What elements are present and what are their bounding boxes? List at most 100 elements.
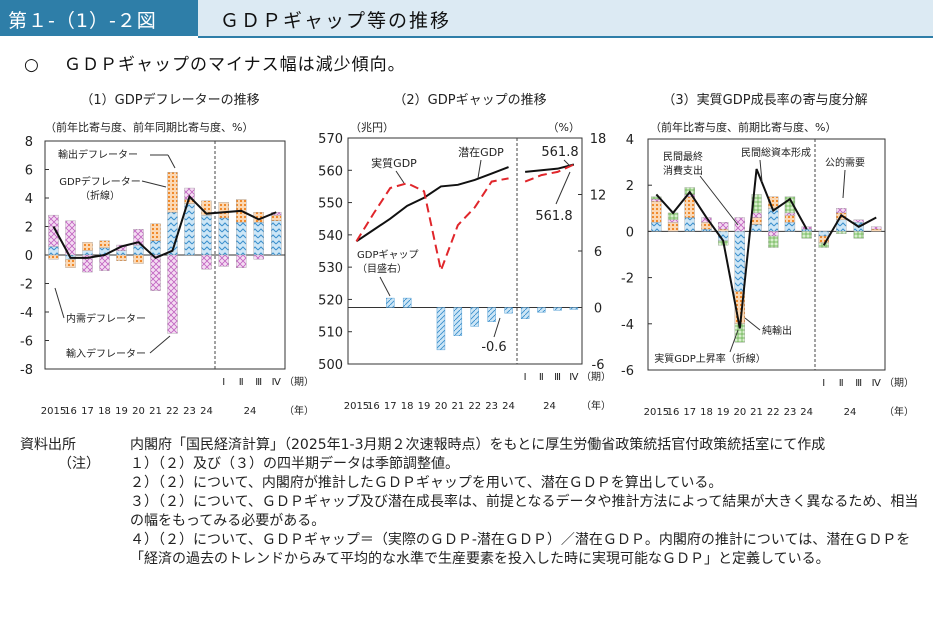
y-tick-label-left: 530	[318, 261, 343, 276]
note-item: ２）（２）について、内閣府が推計したＧＤＰギャップを用いて、潜在ＧＤＰを算出して…	[130, 475, 723, 491]
annotation-label: 民間最終	[663, 150, 703, 163]
x-tick-label: 20	[435, 401, 448, 412]
bar-segment	[818, 231, 829, 237]
y-tick-label-right: 12	[590, 189, 607, 204]
chart-title: （3）実質GDP成長率の寄与度分解	[662, 92, 867, 108]
real-gdp-growth-line	[655, 168, 808, 329]
annotation-label: 民間総資本形成	[741, 146, 811, 159]
y-axis-label: （前年比寄与度、前年同期比寄与度、%）	[45, 120, 253, 134]
chart-title: （2）GDPギャップの推移	[393, 93, 546, 108]
bar-segment	[801, 228, 812, 232]
gdp-gap-bar	[537, 307, 546, 313]
x-tick-label: 21	[451, 401, 464, 412]
plot-frame	[347, 137, 583, 365]
x-tick-label: 16	[64, 406, 77, 417]
period-label: （期）	[284, 376, 314, 388]
x-tick-label: Ⅲ	[255, 377, 262, 388]
y-tick-label-left: 550	[318, 197, 343, 212]
bar-segment	[167, 172, 178, 213]
bar-segment	[718, 222, 729, 230]
title-bar: 第１-（1）-２図 ＧＤＰギャップ等の推移	[0, 0, 933, 38]
bar-segment	[667, 219, 679, 223]
chart-title: （1）GDPデフレーターの推移	[80, 92, 259, 108]
annotation-label: GDPデフレーター	[59, 175, 140, 188]
bar-segment	[784, 222, 796, 232]
y-tick-label-right: 0	[594, 302, 602, 317]
notes-label: （注）	[58, 456, 100, 472]
bar-segment	[718, 228, 729, 232]
bar-segment	[167, 254, 178, 334]
y-tick-label: 6	[25, 164, 33, 179]
quarter-group-label: 24	[844, 407, 857, 418]
x-tick-label: Ⅲ	[855, 378, 862, 389]
bar-segment	[48, 254, 59, 260]
annotation-label: 内需デフレーター	[66, 312, 146, 325]
x-tick-label: 18	[401, 401, 414, 412]
y-tick-label-right: -6	[592, 358, 605, 373]
annotation-leader	[744, 317, 761, 331]
bar-segment	[116, 254, 127, 261]
x-tick-label: 18	[98, 406, 111, 417]
x-tick-label: 23	[485, 401, 498, 412]
y-tick-label: -6	[20, 335, 33, 350]
bar-segment	[82, 242, 93, 251]
annotation-leader	[563, 159, 571, 167]
bar-segment	[751, 217, 762, 225]
y-tick-label: -2	[20, 278, 33, 293]
figure-number: 第１-（1）-２図	[8, 10, 157, 32]
bar-segment	[651, 201, 662, 223]
x-tick-label: 21	[149, 406, 162, 417]
annotation-label: 消費支出	[663, 164, 703, 177]
y-tick-label: -4	[621, 318, 634, 333]
annotation-label: 輸出デフレーター	[58, 148, 138, 161]
annotation-label: 輸入デフレーター	[66, 347, 146, 360]
bar-segment	[48, 214, 59, 247]
note-item: １）（２）及び（３）の四半期データは季節調整値。	[130, 456, 459, 472]
gdp-gap-bar	[569, 307, 579, 310]
x-tick-label: Ⅳ	[272, 377, 282, 388]
x-tick-label: Ⅲ	[554, 372, 561, 383]
y-axis-label: （前年比寄与度、前期比寄与度、%）	[650, 120, 836, 134]
y-tick-label: 8	[25, 135, 33, 150]
note-item: ４）（２）について、ＧＤＰギャップ＝（実際のＧＤＰ-潜在ＧＤＰ）／潜在ＧＤＰ。内…	[130, 532, 911, 567]
gdp-gap-bar	[487, 307, 496, 322]
annotation-leader	[167, 154, 176, 169]
annotation-label: 公的需要	[825, 156, 865, 169]
annotation-label: 純輸出	[762, 324, 792, 337]
gdp-gap-bar	[386, 297, 395, 308]
source-label: 資料出所	[20, 437, 76, 453]
year-label: （年）	[284, 404, 314, 417]
x-tick-label: 2015	[644, 407, 669, 418]
bar-segment	[253, 222, 264, 256]
quarter-group-label: 24	[543, 401, 556, 412]
bar-segment	[734, 231, 745, 292]
y-tick-label-right: 6	[594, 245, 602, 260]
annotation-label: （折線）	[80, 189, 120, 202]
y-tick-label-left: 570	[318, 132, 343, 147]
bar-segment	[99, 240, 110, 249]
notes-list: １）（２）及び（３）の四半期データは季節調整値。 ２）（２）について、内閣府が推…	[130, 455, 925, 569]
bar-segment	[236, 222, 247, 256]
note-item: ３）（２）について、ＧＤＰギャップ及び潜在成長率は、前提となるデータや推計方法に…	[130, 494, 919, 529]
potential-gdp-line-quarterly	[525, 163, 575, 173]
x-tick-label: 2015	[344, 401, 369, 412]
gdp-gap-bar	[453, 307, 463, 336]
gdp-gap-bar	[553, 307, 562, 311]
year-label: （年）	[581, 399, 611, 412]
x-tick-label: Ⅳ	[569, 372, 579, 383]
bar-segment	[836, 231, 847, 234]
annotation-label: 実質GDP	[371, 156, 417, 170]
annotation-leader	[379, 276, 391, 297]
figure-title-box: ＧＤＰギャップ等の推移	[198, 0, 933, 36]
y-tick-label-left: 540	[318, 229, 343, 244]
quarter-group-label: 24	[244, 406, 257, 417]
bar-segment	[253, 254, 264, 260]
x-tick-label: 22	[767, 407, 780, 418]
bar-segment	[684, 217, 695, 232]
y-tick-label: 2	[25, 221, 33, 236]
bar-segment	[99, 254, 110, 271]
potential-gdp-line	[355, 166, 509, 243]
gdp-deflator-line	[52, 194, 277, 260]
notes-section: 資料出所 内閣府「国民経済計算」（2025年1-3月期２次速報時点）をもとに厚生…	[20, 436, 925, 569]
plot-frame	[647, 138, 886, 371]
